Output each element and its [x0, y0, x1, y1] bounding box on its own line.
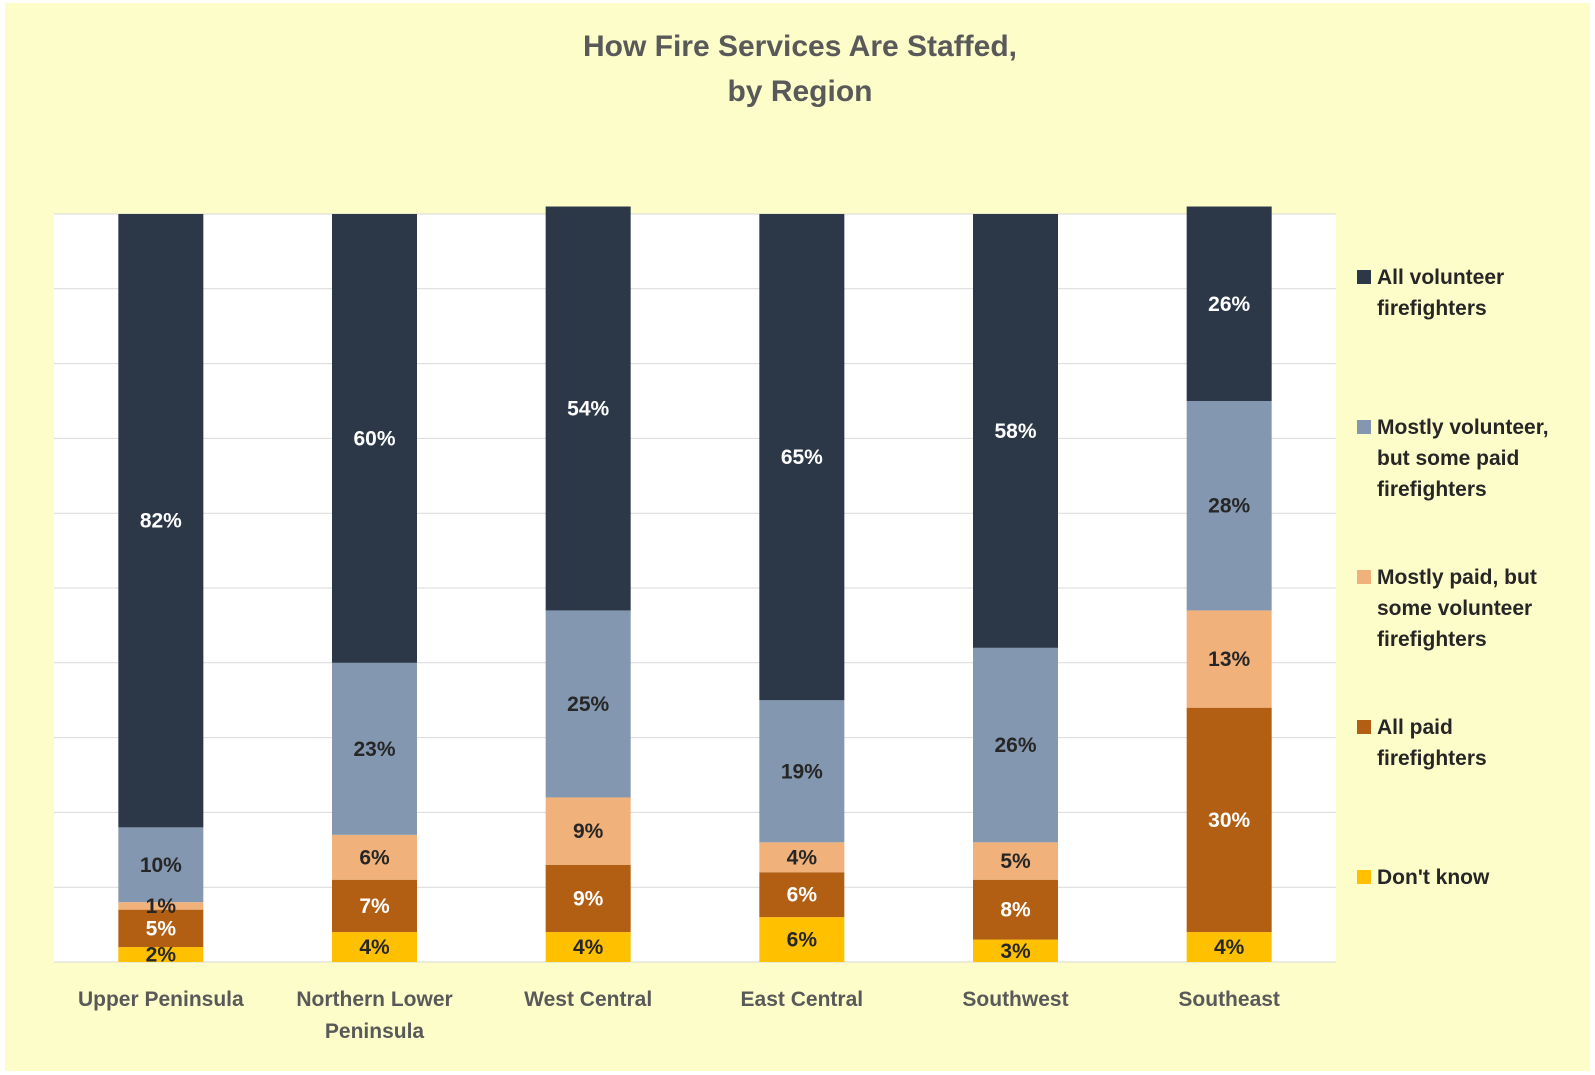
category-label: East Central [741, 988, 864, 1011]
bar-segment [973, 647, 1058, 843]
category-label: Peninsula [325, 1020, 425, 1043]
data-label: 23% [353, 738, 395, 761]
legend-swatch [1357, 870, 1371, 884]
data-label: 4% [359, 936, 390, 959]
bar-segment [118, 902, 204, 910]
bar-segment [759, 214, 845, 701]
legend-swatch [1357, 570, 1371, 584]
legend-swatch [1357, 270, 1371, 284]
data-label: 7% [359, 895, 390, 918]
data-label: 2% [146, 944, 177, 967]
data-label: 19% [781, 760, 823, 783]
data-label: 5% [146, 917, 177, 940]
bar-segment [1186, 610, 1272, 708]
legend-label: All paid firefighters [1377, 716, 1487, 770]
bar-segment [759, 872, 845, 918]
data-label: 4% [573, 936, 604, 959]
data-label: 6% [787, 929, 818, 952]
data-label: 25% [567, 693, 609, 716]
data-label: 30% [1208, 809, 1250, 832]
bar-segment [759, 917, 845, 962]
data-label: 82% [140, 510, 182, 533]
bar-segment [973, 879, 1058, 940]
bar-segment [1186, 707, 1272, 933]
bar-segment [545, 864, 631, 933]
bar-segment [1186, 401, 1272, 611]
chart-title-line-2: by Region [727, 75, 873, 108]
bar-segment [332, 662, 417, 835]
data-label: 5% [1000, 850, 1031, 873]
legend-label: Mostly paid, but some volunteer firefighte… [1377, 566, 1537, 651]
data-label: 60% [353, 427, 395, 450]
data-label: 26% [1208, 293, 1250, 316]
bar-segment [1186, 206, 1272, 401]
chart-title-line-1: How Fire Services Are Staffed, [582, 30, 1018, 63]
bar-segment [973, 842, 1058, 880]
bar-segment [118, 827, 204, 903]
data-label: 4% [787, 846, 818, 869]
chart-title: How Fire Services Are Staffed, by Region [0, 24, 1595, 114]
bar-segment [332, 879, 417, 933]
data-label: 54% [567, 397, 609, 420]
data-label: 6% [359, 846, 390, 869]
data-label: 26% [994, 734, 1036, 757]
bar-segment [545, 610, 631, 798]
data-label: 58% [994, 420, 1036, 443]
bar-segment [332, 214, 417, 663]
bar-segment [545, 206, 631, 611]
category-label: Northern Lower [296, 988, 452, 1011]
bar-segment [973, 939, 1058, 962]
data-label: 28% [1208, 495, 1250, 518]
legend-swatch [1357, 420, 1371, 434]
data-label: 10% [140, 854, 182, 877]
legend-label: All volunteer firefighters [1377, 266, 1505, 320]
bar-segment [118, 947, 204, 962]
bar-segment [118, 909, 204, 948]
bar-segment [1186, 932, 1272, 962]
legend-label: Don't know [1377, 866, 1490, 889]
category-label: West Central [524, 988, 652, 1011]
data-label: 8% [1000, 899, 1031, 922]
category-label: Southwest [962, 988, 1068, 1011]
data-label: 1% [146, 895, 177, 918]
data-label: 9% [573, 887, 604, 910]
category-label: Southeast [1178, 988, 1280, 1011]
data-label: 13% [1208, 648, 1250, 671]
data-label: 6% [787, 884, 818, 907]
bar-segment [332, 834, 417, 880]
category-label: Upper Peninsula [78, 988, 244, 1011]
data-label: 3% [1000, 940, 1031, 963]
data-label: 65% [781, 446, 823, 469]
bar-segment [759, 700, 845, 843]
legend-swatch [1357, 720, 1371, 734]
data-label: 9% [573, 820, 604, 843]
bar-segment [545, 932, 631, 962]
legend-label: Mostly volunteer, but some paid firefighte… [1377, 416, 1549, 501]
data-label: 4% [1214, 936, 1245, 959]
bar-segment [759, 842, 845, 873]
bar-segment [545, 797, 631, 865]
bar-segment [118, 214, 204, 828]
bar-segment [973, 214, 1058, 648]
bar-segment [332, 932, 417, 962]
